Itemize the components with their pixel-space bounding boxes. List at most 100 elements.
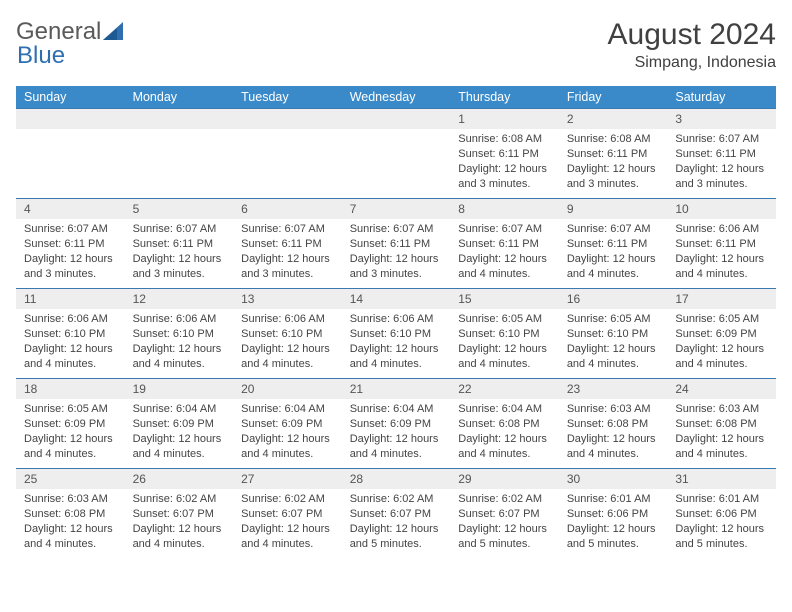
day-data: Sunrise: 6:04 AMSunset: 6:09 PMDaylight:… <box>342 399 451 467</box>
calendar-cell: 7Sunrise: 6:07 AMSunset: 6:11 PMDaylight… <box>342 199 451 289</box>
sunrise-text: Sunrise: 6:06 AM <box>675 222 768 237</box>
daylight-text: Daylight: 12 hours and 3 minutes. <box>133 252 226 282</box>
calendar-cell: 15Sunrise: 6:05 AMSunset: 6:10 PMDayligh… <box>450 289 559 379</box>
calendar-cell: 1Sunrise: 6:08 AMSunset: 6:11 PMDaylight… <box>450 109 559 199</box>
sunset-text: Sunset: 6:11 PM <box>458 147 551 162</box>
day-number: 31 <box>667 469 776 489</box>
day-number: 7 <box>342 199 451 219</box>
calendar-week-row: 18Sunrise: 6:05 AMSunset: 6:09 PMDayligh… <box>16 379 776 469</box>
day-number: 23 <box>559 379 668 399</box>
sunrise-text: Sunrise: 6:02 AM <box>458 492 551 507</box>
day-number: 25 <box>16 469 125 489</box>
day-data: Sunrise: 6:03 AMSunset: 6:08 PMDaylight:… <box>559 399 668 467</box>
day-number: 22 <box>450 379 559 399</box>
sunrise-text: Sunrise: 6:03 AM <box>675 402 768 417</box>
daylight-text: Daylight: 12 hours and 4 minutes. <box>133 522 226 552</box>
day-data: Sunrise: 6:07 AMSunset: 6:11 PMDaylight:… <box>559 219 668 287</box>
day-data <box>16 129 125 138</box>
sunset-text: Sunset: 6:09 PM <box>350 417 443 432</box>
calendar-cell: 29Sunrise: 6:02 AMSunset: 6:07 PMDayligh… <box>450 469 559 559</box>
daylight-text: Daylight: 12 hours and 4 minutes. <box>675 342 768 372</box>
day-data: Sunrise: 6:04 AMSunset: 6:09 PMDaylight:… <box>233 399 342 467</box>
daylight-text: Daylight: 12 hours and 3 minutes. <box>24 252 117 282</box>
day-data: Sunrise: 6:07 AMSunset: 6:11 PMDaylight:… <box>125 219 234 287</box>
calendar-cell <box>233 109 342 199</box>
day-data: Sunrise: 6:07 AMSunset: 6:11 PMDaylight:… <box>450 219 559 287</box>
day-data <box>233 129 342 138</box>
sunrise-text: Sunrise: 6:02 AM <box>350 492 443 507</box>
sunset-text: Sunset: 6:11 PM <box>675 147 768 162</box>
title-block: August 2024 Simpang, Indonesia <box>608 18 776 72</box>
day-number: 12 <box>125 289 234 309</box>
calendar-cell: 18Sunrise: 6:05 AMSunset: 6:09 PMDayligh… <box>16 379 125 469</box>
daylight-text: Daylight: 12 hours and 4 minutes. <box>24 342 117 372</box>
header: General August 2024 Simpang, Indonesia <box>16 18 776 72</box>
day-data: Sunrise: 6:04 AMSunset: 6:09 PMDaylight:… <box>125 399 234 467</box>
sunrise-text: Sunrise: 6:05 AM <box>458 312 551 327</box>
sunrise-text: Sunrise: 6:04 AM <box>241 402 334 417</box>
sunset-text: Sunset: 6:06 PM <box>675 507 768 522</box>
dow-monday: Monday <box>125 86 234 109</box>
day-data <box>342 129 451 138</box>
day-number: 30 <box>559 469 668 489</box>
calendar-cell: 3Sunrise: 6:07 AMSunset: 6:11 PMDaylight… <box>667 109 776 199</box>
dow-sunday: Sunday <box>16 86 125 109</box>
calendar-cell: 22Sunrise: 6:04 AMSunset: 6:08 PMDayligh… <box>450 379 559 469</box>
sunset-text: Sunset: 6:11 PM <box>24 237 117 252</box>
sunset-text: Sunset: 6:11 PM <box>567 237 660 252</box>
calendar-cell <box>342 109 451 199</box>
daylight-text: Daylight: 12 hours and 4 minutes. <box>241 342 334 372</box>
day-number: 21 <box>342 379 451 399</box>
dow-saturday: Saturday <box>667 86 776 109</box>
calendar-cell: 14Sunrise: 6:06 AMSunset: 6:10 PMDayligh… <box>342 289 451 379</box>
daylight-text: Daylight: 12 hours and 5 minutes. <box>350 522 443 552</box>
sunrise-text: Sunrise: 6:07 AM <box>133 222 226 237</box>
daylight-text: Daylight: 12 hours and 4 minutes. <box>567 432 660 462</box>
day-number: 2 <box>559 109 668 129</box>
calendar-cell: 23Sunrise: 6:03 AMSunset: 6:08 PMDayligh… <box>559 379 668 469</box>
daylight-text: Daylight: 12 hours and 4 minutes. <box>24 432 117 462</box>
sunset-text: Sunset: 6:08 PM <box>458 417 551 432</box>
day-number: 11 <box>16 289 125 309</box>
sunrise-text: Sunrise: 6:03 AM <box>24 492 117 507</box>
day-data: Sunrise: 6:02 AMSunset: 6:07 PMDaylight:… <box>450 489 559 557</box>
calendar-cell: 30Sunrise: 6:01 AMSunset: 6:06 PMDayligh… <box>559 469 668 559</box>
location: Simpang, Indonesia <box>608 54 776 72</box>
month-title: August 2024 <box>608 18 776 52</box>
calendar-cell: 2Sunrise: 6:08 AMSunset: 6:11 PMDaylight… <box>559 109 668 199</box>
day-data: Sunrise: 6:06 AMSunset: 6:10 PMDaylight:… <box>233 309 342 377</box>
daylight-text: Daylight: 12 hours and 4 minutes. <box>567 252 660 282</box>
sunrise-text: Sunrise: 6:06 AM <box>241 312 334 327</box>
sunrise-text: Sunrise: 6:07 AM <box>458 222 551 237</box>
day-number: 4 <box>16 199 125 219</box>
sunset-text: Sunset: 6:08 PM <box>567 417 660 432</box>
calendar-table: Sunday Monday Tuesday Wednesday Thursday… <box>16 86 776 559</box>
daylight-text: Daylight: 12 hours and 4 minutes. <box>458 432 551 462</box>
sunrise-text: Sunrise: 6:02 AM <box>133 492 226 507</box>
sunrise-text: Sunrise: 6:04 AM <box>350 402 443 417</box>
day-number: 8 <box>450 199 559 219</box>
sunset-text: Sunset: 6:09 PM <box>675 327 768 342</box>
daylight-text: Daylight: 12 hours and 3 minutes. <box>567 162 660 192</box>
day-data: Sunrise: 6:06 AMSunset: 6:10 PMDaylight:… <box>16 309 125 377</box>
calendar-cell: 19Sunrise: 6:04 AMSunset: 6:09 PMDayligh… <box>125 379 234 469</box>
calendar-cell: 27Sunrise: 6:02 AMSunset: 6:07 PMDayligh… <box>233 469 342 559</box>
day-data <box>125 129 234 138</box>
sunrise-text: Sunrise: 6:06 AM <box>24 312 117 327</box>
day-data: Sunrise: 6:08 AMSunset: 6:11 PMDaylight:… <box>559 129 668 197</box>
sunrise-text: Sunrise: 6:07 AM <box>350 222 443 237</box>
day-number: 1 <box>450 109 559 129</box>
daylight-text: Daylight: 12 hours and 4 minutes. <box>350 342 443 372</box>
sunset-text: Sunset: 6:07 PM <box>350 507 443 522</box>
daylight-text: Daylight: 12 hours and 4 minutes. <box>24 522 117 552</box>
daylight-text: Daylight: 12 hours and 4 minutes. <box>241 522 334 552</box>
sunrise-text: Sunrise: 6:05 AM <box>567 312 660 327</box>
daylight-text: Daylight: 12 hours and 3 minutes. <box>675 162 768 192</box>
sunrise-text: Sunrise: 6:03 AM <box>567 402 660 417</box>
sunset-text: Sunset: 6:09 PM <box>241 417 334 432</box>
day-number: 29 <box>450 469 559 489</box>
calendar-cell: 17Sunrise: 6:05 AMSunset: 6:09 PMDayligh… <box>667 289 776 379</box>
day-number: 6 <box>233 199 342 219</box>
daylight-text: Daylight: 12 hours and 5 minutes. <box>567 522 660 552</box>
daylight-text: Daylight: 12 hours and 4 minutes. <box>675 252 768 282</box>
